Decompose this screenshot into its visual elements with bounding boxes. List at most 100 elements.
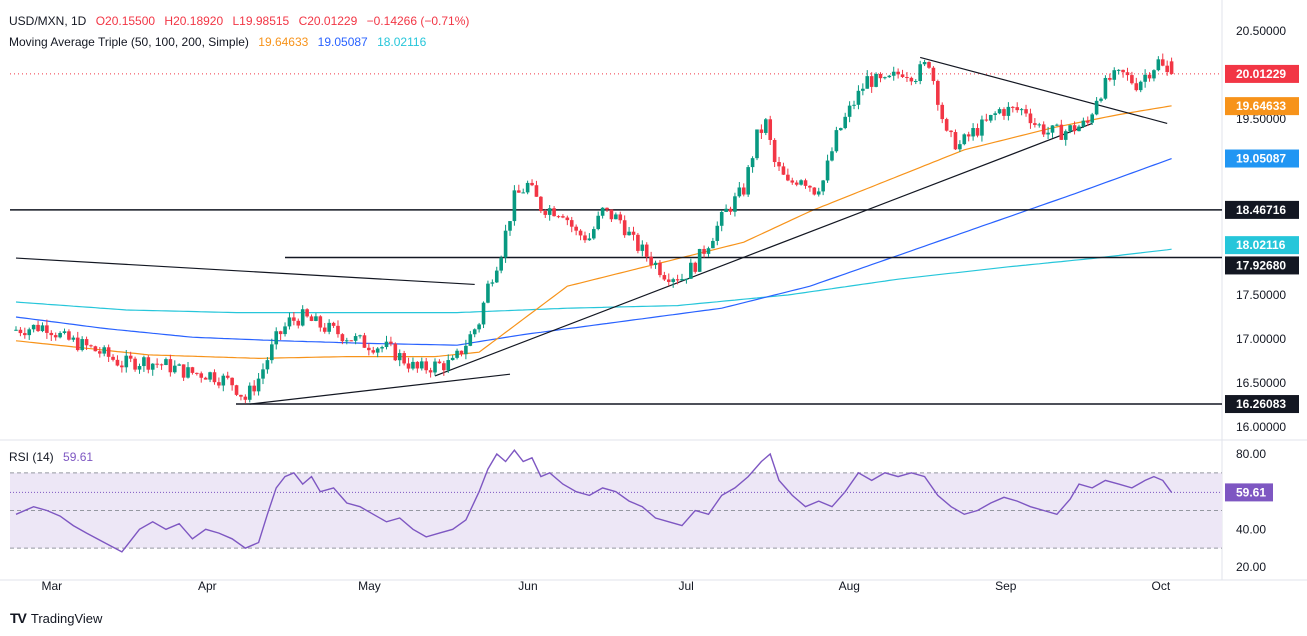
candle-down [98, 351, 102, 354]
candle-up [847, 105, 852, 117]
candle-down [574, 226, 578, 231]
candle-up [711, 240, 715, 249]
candle-down [777, 162, 781, 167]
candle-down [49, 332, 54, 336]
candle-up [261, 369, 265, 379]
candle-up [874, 73, 878, 87]
candle-down [36, 324, 40, 332]
candle-up [1138, 81, 1143, 91]
candle-down [217, 382, 221, 386]
candle-down [561, 216, 565, 218]
candle-down [336, 325, 340, 335]
symbol-label[interactable]: USD/MXN, 1D [9, 14, 87, 28]
candle-down [115, 359, 120, 366]
candle-up [1019, 109, 1024, 111]
candle-down [953, 132, 958, 150]
candle-up [587, 238, 592, 241]
candle-down [133, 358, 137, 370]
rsi-tag-label: 59.61 [1236, 485, 1266, 499]
candle-down [18, 329, 23, 334]
candle-up [614, 214, 618, 220]
candle-up [58, 332, 62, 338]
candle-down [534, 185, 539, 197]
candle-down [292, 317, 296, 321]
rsi-tick-label: 20.00 [1236, 560, 1266, 574]
candle-up [737, 187, 742, 197]
tradingview-brand[interactable]: TV TradingView [10, 610, 102, 626]
candle-down [1085, 120, 1090, 123]
candle-down [318, 316, 323, 328]
candle-down [936, 81, 940, 105]
candle-up [852, 104, 856, 106]
candle-up [327, 322, 331, 332]
rsi-header[interactable]: RSI (14) 59.61 [9, 450, 99, 464]
rsi-tag [1225, 483, 1273, 502]
candle-down [878, 73, 883, 79]
candle-down [89, 345, 93, 347]
candle-down [790, 180, 795, 183]
candle-down [181, 364, 186, 378]
candle-down [900, 74, 905, 78]
candle-down [128, 355, 133, 359]
price-tag-label: 16.26083 [1236, 397, 1286, 411]
candle-down [693, 262, 698, 272]
candle-up [883, 77, 887, 79]
candle-up [856, 90, 861, 105]
candle-up [40, 325, 45, 332]
price-tick-label: 17.50000 [1236, 288, 1286, 302]
ma-header[interactable]: Moving Average Triple (50, 100, 200, Sim… [9, 35, 432, 49]
candle-up [1068, 125, 1072, 132]
candle-up [375, 348, 380, 353]
candle-up [1094, 100, 1099, 115]
candle-up [689, 262, 693, 279]
candle-down [120, 365, 124, 368]
candle-down [459, 350, 464, 355]
candle-up [433, 361, 437, 373]
candle-up [419, 361, 424, 369]
ma-label: Moving Average Triple (50, 100, 200, Sim… [9, 35, 249, 49]
candle-up [494, 270, 499, 283]
candle-down [1108, 77, 1112, 80]
price-tag-label: 18.02116 [1236, 238, 1286, 252]
candle-up [287, 317, 292, 327]
candle-down [402, 353, 406, 364]
candle-down [84, 339, 89, 346]
candle-up [1156, 59, 1161, 71]
candle-down [393, 343, 398, 361]
candle-up [172, 365, 177, 373]
candle-down [362, 335, 367, 348]
trendline-1 [15, 257, 475, 286]
candle-up [142, 357, 146, 367]
candle-up [1037, 124, 1042, 126]
candle-up [671, 279, 675, 282]
candle-down [812, 187, 817, 195]
trendline-4 [920, 56, 1168, 124]
price-tag-ma50 [1225, 97, 1299, 116]
candle-down [93, 346, 98, 352]
rsi-value: 59.61 [63, 450, 94, 464]
time-tick-label: Mar [42, 579, 63, 593]
candle-down [424, 361, 428, 371]
candle-down [896, 71, 900, 75]
candle-up [1077, 126, 1081, 132]
candle-up [177, 364, 181, 366]
candle-down [1121, 69, 1125, 73]
candle-down [786, 174, 790, 181]
candle-down [927, 62, 931, 68]
rsi-panel [10, 449, 1222, 553]
time-tick-label: May [358, 579, 381, 593]
candle-down [517, 190, 521, 193]
price-tag-label: 19.05087 [1236, 152, 1286, 166]
candle-down [278, 331, 283, 335]
candle-up [314, 316, 318, 321]
candle-down [869, 76, 874, 87]
ma50-value: 19.64633 [258, 35, 309, 49]
candle-down [340, 334, 345, 342]
candle-up [547, 208, 552, 215]
candle-down [305, 309, 309, 317]
time-tick-label: Oct [1152, 579, 1171, 593]
time-tick-label: Jul [678, 579, 693, 593]
candle-up [1143, 74, 1147, 82]
candle-up [358, 335, 362, 337]
